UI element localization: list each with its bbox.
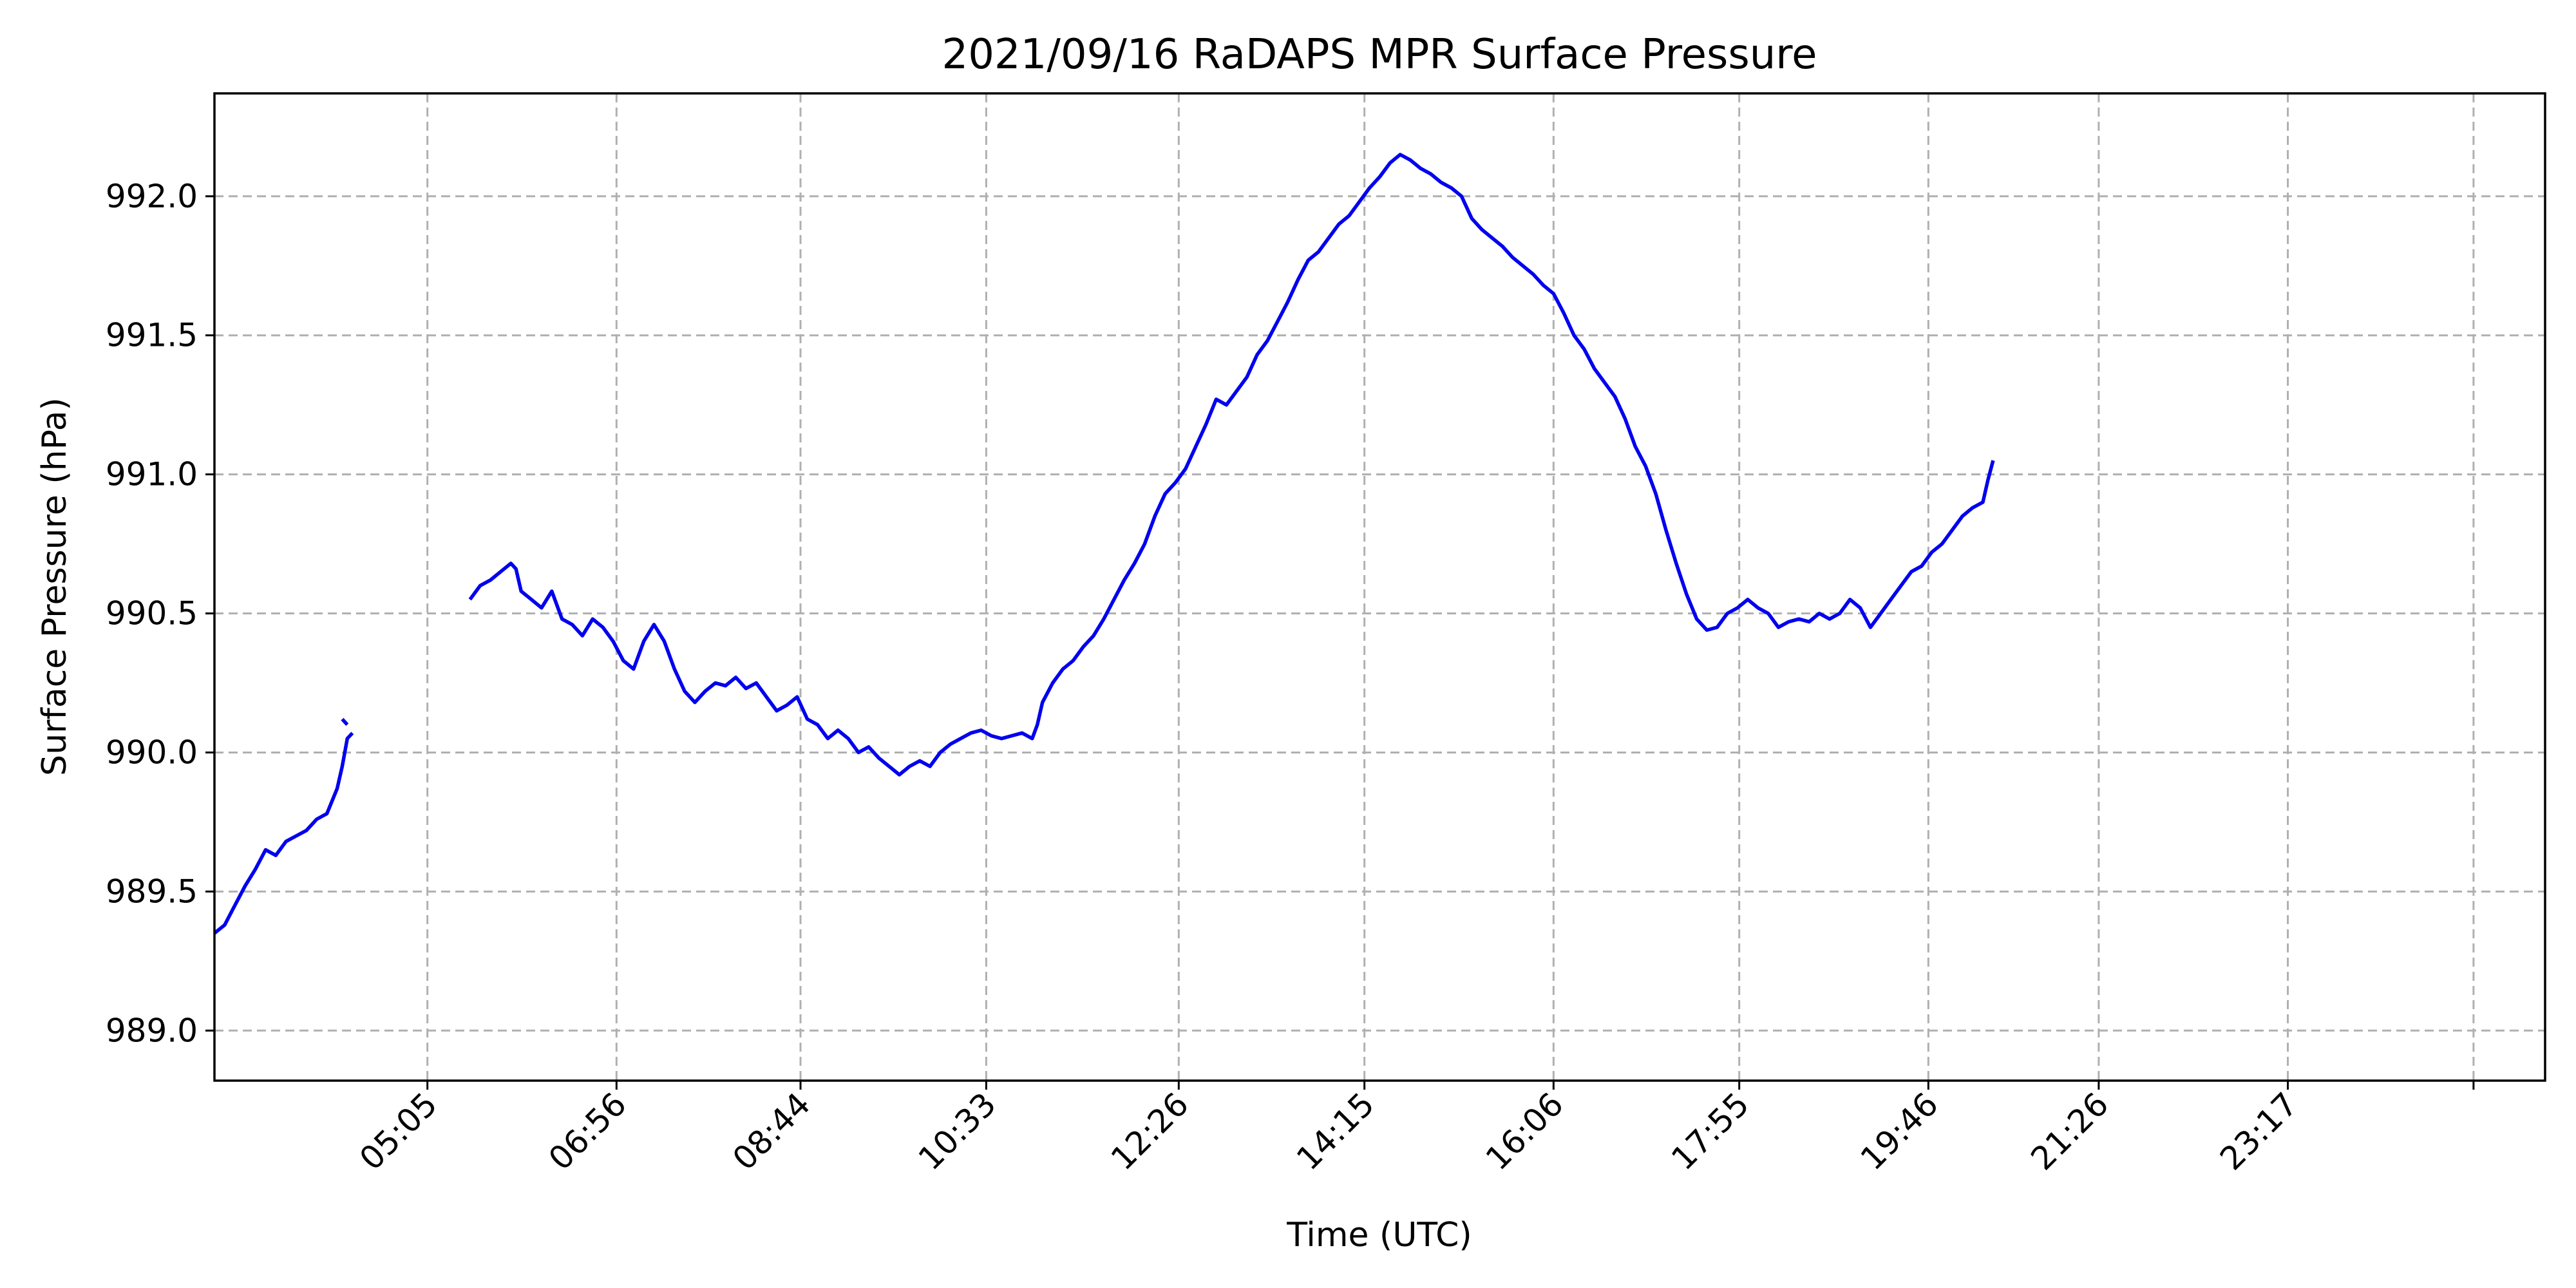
y-tick-label: 989.5 xyxy=(106,873,198,910)
y-tick-label: 992.0 xyxy=(106,178,198,215)
y-tick-label: 989.0 xyxy=(106,1012,198,1049)
chart-title: 2021/09/16 RaDAPS MPR Surface Pressure xyxy=(942,31,1817,79)
y-tick-label: 991.5 xyxy=(106,317,198,354)
x-tick-label: 23:17 xyxy=(2213,1085,2305,1177)
x-tick-label: 17:55 xyxy=(1664,1085,1756,1177)
series-layer xyxy=(213,153,1995,935)
grid-layer xyxy=(214,93,2545,1081)
x-axis-label: Time (UTC) xyxy=(1286,1216,1472,1255)
pressure-line-segment xyxy=(468,153,1995,777)
x-tick-label: 05:05 xyxy=(352,1085,444,1177)
x-tick-label: 06:56 xyxy=(542,1085,634,1177)
x-tick-label: 16:06 xyxy=(1479,1085,1571,1177)
tick-layer: 989.0 989.5 990.0 990.5 991.0 991.5 992.0 05:05… xyxy=(106,178,2475,1177)
x-tick-label: 12:26 xyxy=(1104,1085,1196,1177)
x-tick-label: 08:44 xyxy=(726,1085,818,1177)
x-tick-label: 21:26 xyxy=(2023,1085,2116,1177)
pressure-line-segment xyxy=(213,732,354,935)
x-tick-label: 10:33 xyxy=(911,1085,1003,1177)
y-tick-label: 990.5 xyxy=(106,595,198,632)
y-tick-label: 991.0 xyxy=(106,456,198,493)
y-axis-label: Surface Pressure (hPa) xyxy=(35,397,74,776)
plot-frame xyxy=(213,92,2546,1082)
x-tick-label: 14:15 xyxy=(1289,1085,1381,1177)
x-tick-label: 19:46 xyxy=(1853,1085,1946,1177)
y-tick-label: 990.0 xyxy=(106,734,198,771)
pressure-line-segment xyxy=(341,717,349,726)
